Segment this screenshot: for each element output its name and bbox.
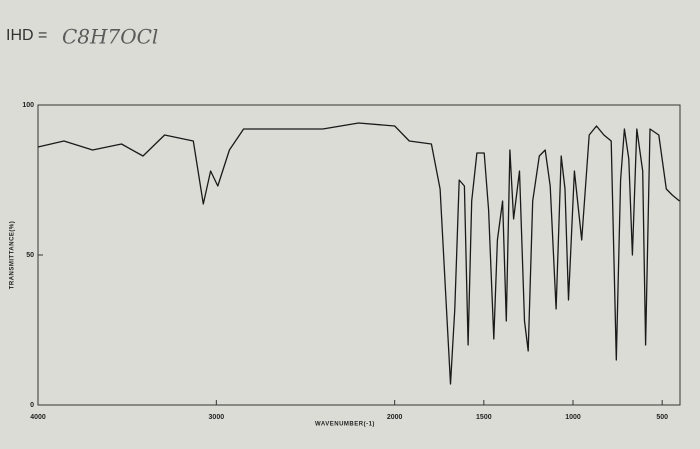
spectrum-line <box>37 122 680 385</box>
x-axis-label: WAVENUMBER(-1) <box>315 422 375 428</box>
x-tick-label: 500 <box>656 414 668 421</box>
y-axis-label: TRANSMITTANCE(%) <box>10 221 16 290</box>
x-tick-label: 2000 <box>387 414 403 421</box>
annotation: C8H7OCl <box>62 25 158 49</box>
x-tick-label: 1000 <box>565 414 581 421</box>
x-tick-label: 1500 <box>476 414 492 421</box>
y-tick-label: 50 <box>26 252 34 259</box>
y-tick-label: 100 <box>22 102 34 109</box>
annotation-label: IHD = <box>6 27 47 44</box>
y-tick-label: 0 <box>30 402 34 409</box>
x-tick-label: 4000 <box>30 414 46 421</box>
x-tick-label: 3000 <box>209 414 225 421</box>
